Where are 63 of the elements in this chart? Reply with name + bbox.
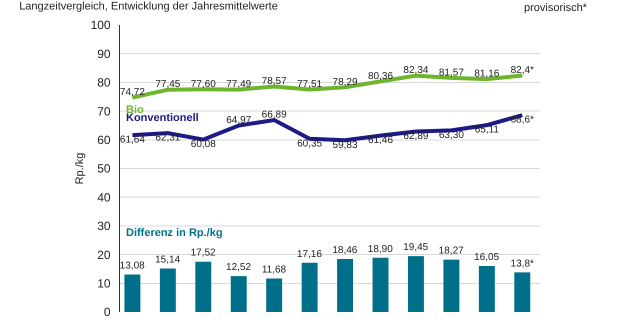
y-tick-label: 60 xyxy=(97,133,111,147)
bar xyxy=(514,272,530,312)
data-label: 60,08 xyxy=(190,139,216,150)
data-label: 60,35 xyxy=(297,138,323,150)
text: Differenz in Rp./kg xyxy=(126,227,223,239)
bar xyxy=(478,266,495,312)
data-label: 19,45 xyxy=(403,242,429,254)
y-tick-label: 70 xyxy=(97,104,111,118)
y-tick-label: 90 xyxy=(97,46,111,61)
y-tick-label: 10 xyxy=(97,276,111,290)
data-label: 77,60 xyxy=(190,78,216,90)
data-label: 13,8* xyxy=(510,258,534,270)
data-label: 77,49 xyxy=(226,79,252,90)
data-label: 65,11 xyxy=(474,124,500,136)
data-label: 18,90 xyxy=(368,244,394,255)
y-tick-label: 100 xyxy=(90,18,111,32)
data-label: 16,05 xyxy=(474,252,500,263)
data-label: 77,45 xyxy=(155,79,181,90)
data-label: 62,89 xyxy=(403,131,429,142)
y-tick-label: 80 xyxy=(97,76,111,90)
bar xyxy=(337,259,354,312)
bar xyxy=(230,276,247,312)
data-label: 59,83 xyxy=(332,140,358,151)
data-label: 68,6* xyxy=(510,114,534,126)
y-tick-label: 40 xyxy=(97,190,111,204)
y-axis-title: Rp./kg xyxy=(74,152,86,184)
data-label: 12,52 xyxy=(226,262,252,274)
chart-title: Langzeitvergleich, Entwicklung der Jahresmittelwerte xyxy=(19,0,278,12)
data-label: 78,57 xyxy=(262,76,288,87)
bar xyxy=(160,268,176,312)
y-tick-label: 0 xyxy=(104,305,111,320)
bar xyxy=(124,274,140,312)
y-tick-label: 20 xyxy=(97,248,111,262)
bar xyxy=(443,260,460,312)
data-label: 81,57 xyxy=(438,67,464,78)
data-label: 80,36 xyxy=(368,70,394,82)
data-label: 66,89 xyxy=(262,110,288,121)
data-label: 82,4* xyxy=(510,65,534,76)
series-label: Konventionell xyxy=(126,112,199,124)
data-label: 81,16 xyxy=(474,68,500,80)
bar xyxy=(408,256,424,312)
data-label: 64,97 xyxy=(226,115,252,126)
text: provisorisch* xyxy=(524,2,588,14)
bar xyxy=(195,262,212,312)
data-label: 63,30 xyxy=(438,130,464,141)
y-tick-label: 50 xyxy=(97,162,111,176)
data-label: 61,46 xyxy=(368,135,394,146)
data-label: 11,68 xyxy=(262,264,287,276)
data-label: 61,64 xyxy=(120,134,146,146)
bar xyxy=(372,258,388,312)
y-tick-label: 30 xyxy=(97,219,111,234)
data-label: 74,72 xyxy=(120,87,146,98)
bar xyxy=(266,278,282,312)
data-label: 15,14 xyxy=(155,254,181,266)
data-label: 18,27 xyxy=(438,246,464,257)
data-label: 17,52 xyxy=(190,248,216,259)
data-label: 78,29 xyxy=(332,76,358,88)
data-label: 18,46 xyxy=(332,245,358,256)
data-label: 62,31 xyxy=(155,132,181,144)
data-label: 17,16 xyxy=(296,248,322,260)
data-label: 13,08 xyxy=(120,260,146,272)
bar xyxy=(302,262,318,312)
data-label: 82,34 xyxy=(403,65,429,76)
